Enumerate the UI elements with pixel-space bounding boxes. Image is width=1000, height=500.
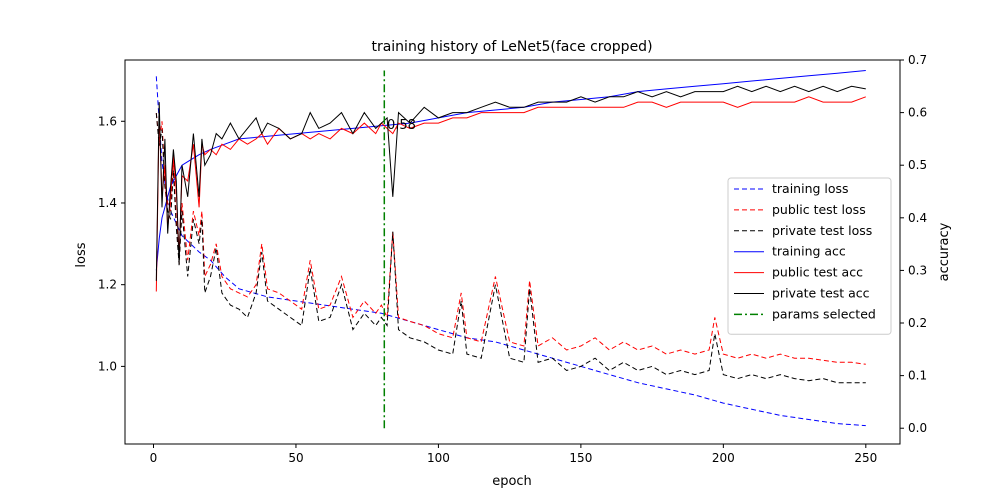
x-tick-label: 150 (569, 451, 592, 465)
y-right-tick-label: 0.3 (908, 263, 927, 277)
y-right-tick-label: 0.5 (908, 158, 927, 172)
series-private-test-acc (155, 85, 866, 281)
y-axis-right-label: accuracy (937, 222, 952, 281)
y-right-tick-label: 0.0 (908, 421, 927, 435)
y-axis-right: 0.0 0.1 0.2 0.3 0.4 0.5 0.6 0.7 (900, 53, 927, 435)
y-right-tick-label: 0.4 (908, 211, 927, 225)
chart-title: training history of LeNet5(face cropped) (371, 39, 652, 55)
x-tick-label: 0 (150, 451, 158, 465)
params-selected-annotation: 0.58 (387, 118, 416, 133)
legend-label: private test acc (772, 286, 870, 301)
x-axis-label: epoch (492, 474, 532, 489)
y-right-tick-label: 0.1 (908, 369, 927, 383)
y-axis-left: 1.0 1.2 1.4 1.6 (98, 114, 125, 373)
legend-label: public test acc (772, 265, 863, 280)
legend-label: training acc (772, 244, 846, 259)
legend-label: private test loss (772, 223, 872, 238)
axes-frame (124, 59, 901, 445)
plot-area (155, 70, 866, 429)
x-tick-label: 200 (712, 451, 735, 465)
x-tick-label: 250 (854, 451, 877, 465)
y-right-tick-label: 0.7 (908, 53, 927, 67)
y-right-tick-label: 0.2 (908, 316, 927, 330)
x-tick-label: 100 (427, 451, 450, 465)
series-private-test-loss (155, 113, 866, 384)
y-left-tick-label: 1.4 (98, 196, 117, 210)
x-axis: 0 50 100 150 200 250 (150, 444, 877, 465)
legend-label: training loss (772, 181, 849, 196)
legend-box (727, 177, 892, 335)
y-axis-left-label: loss (74, 242, 89, 267)
legend: training loss public test loss private tes… (727, 177, 892, 335)
series-public-test-acc (155, 96, 866, 292)
series-training-acc (155, 70, 866, 271)
legend-label: public test loss (772, 202, 866, 217)
y-right-tick-label: 0.6 (908, 106, 927, 120)
x-tick-label: 50 (288, 451, 303, 465)
series-training-loss (155, 76, 866, 427)
legend-label: params selected (772, 306, 876, 321)
y-left-tick-label: 1.2 (98, 278, 117, 292)
y-left-tick-label: 1.0 (98, 359, 117, 373)
y-left-tick-label: 1.6 (98, 114, 117, 128)
